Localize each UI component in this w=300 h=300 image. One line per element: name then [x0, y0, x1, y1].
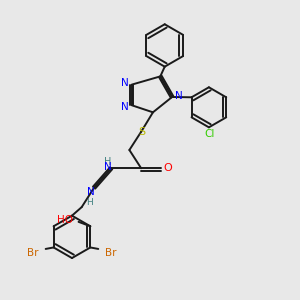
Text: N: N	[175, 91, 182, 100]
Text: H: H	[87, 198, 93, 207]
Text: HO: HO	[57, 215, 73, 225]
Text: O: O	[163, 163, 172, 173]
Text: H: H	[104, 158, 111, 167]
Text: Cl: Cl	[204, 129, 215, 139]
Text: N: N	[87, 187, 95, 197]
Text: N: N	[122, 78, 129, 88]
Text: N: N	[122, 102, 129, 112]
Text: S: S	[138, 127, 145, 137]
Text: Br: Br	[27, 248, 39, 258]
Text: N: N	[104, 162, 112, 172]
Text: Br: Br	[105, 248, 117, 258]
